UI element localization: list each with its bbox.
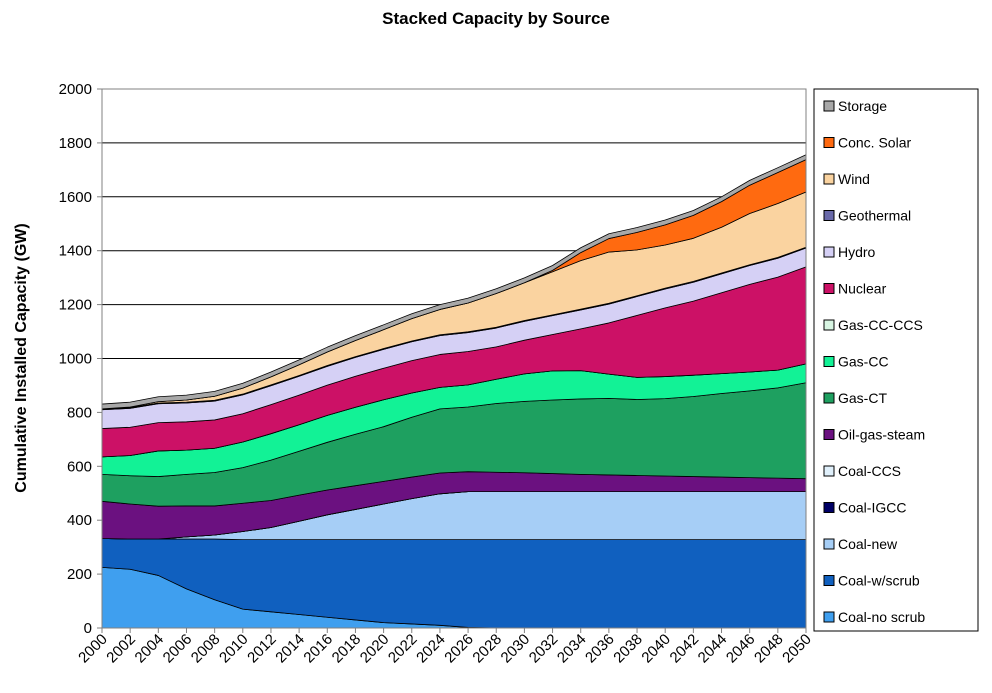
y-axis-label: Cumulative Installed Capacity (GW) (13, 223, 30, 492)
x-tick-label-2006: 2006 (160, 631, 196, 667)
legend-swatch-gas-ct (823, 392, 835, 404)
legend-label-storage: Storage (838, 98, 887, 114)
legend-swatch-coal-no-scrub (823, 611, 835, 623)
x-tick-label-2002: 2002 (103, 631, 139, 667)
y-tick-label-400: 400 (67, 512, 92, 529)
x-tick-label-2004: 2004 (132, 631, 168, 667)
legend-label-gas-cc: Gas-CC (838, 354, 889, 370)
legend-label-geothermal: Geothermal (838, 208, 911, 224)
x-tick-label-2034: 2034 (554, 631, 590, 667)
y-tick-label-2000: 2000 (59, 81, 92, 98)
y-tick-label-1200: 1200 (59, 297, 92, 314)
legend-swatch-oil-gas-steam (823, 429, 835, 440)
legend-label-gas-ct: Gas-CT (838, 390, 887, 406)
x-tick-label-2018: 2018 (329, 631, 365, 667)
y-tick-label-800: 800 (67, 404, 92, 421)
legend-label-nuclear: Nuclear (838, 281, 887, 297)
x-tick-label-2000: 2000 (75, 631, 111, 667)
x-tick-label-2038: 2038 (610, 631, 646, 667)
legend-swatch-nuclear (823, 283, 835, 294)
legend-label-coal-new: Coal-new (838, 536, 898, 552)
y-tick-label-200: 200 (67, 566, 92, 583)
legend-label-coal-ccs: Coal-CCS (838, 463, 901, 479)
x-tick-label-2012: 2012 (244, 631, 280, 667)
legend-swatch-coal-w-scrub (823, 575, 835, 586)
legend-box (813, 88, 979, 632)
legend-label-coal-w-scrub: Coal-w/scrub (838, 573, 920, 589)
legend-label-conc-solar: Conc. Solar (838, 135, 911, 151)
legend-swatch-storage (823, 100, 835, 112)
legend-label-oil-gas-steam: Oil-gas-steam (838, 427, 925, 443)
legend-swatch-conc-solar (823, 137, 835, 148)
x-tick-label-2010: 2010 (216, 631, 252, 667)
y-tick-label-0: 0 (84, 620, 92, 637)
x-axis-ticks: 2000200220042006200820102012201420162018… (75, 628, 815, 666)
y-tick-label-1600: 1600 (59, 189, 92, 206)
x-tick-label-2040: 2040 (638, 631, 674, 667)
x-tick-label-2048: 2048 (751, 631, 787, 667)
x-tick-label-2042: 2042 (667, 631, 703, 667)
y-tick-label-1000: 1000 (59, 351, 92, 368)
x-tick-label-2046: 2046 (723, 631, 759, 667)
y-axis-ticks: 0 200 400 600 800 1000 1200 1400 1600 1800 2000 (59, 81, 102, 637)
x-tick-label-2014: 2014 (272, 631, 308, 667)
x-tick-label-2026: 2026 (441, 631, 477, 667)
legend-label-wind: Wind (838, 171, 870, 187)
legend-swatch-geothermal (823, 210, 835, 221)
chart-title: Stacked Capacity by Source (382, 9, 610, 28)
area-series-group (101, 154, 807, 629)
x-tick-label-2024: 2024 (413, 631, 449, 667)
x-tick-label-2020: 2020 (357, 631, 393, 667)
x-tick-label-2050: 2050 (779, 631, 815, 667)
x-tick-label-2008: 2008 (188, 631, 224, 667)
legend-label-hydro: Hydro (838, 244, 876, 260)
legend-swatch-coal-igcc (823, 502, 835, 513)
legend: Storage Conc. Solar Wind Geothermal Hydro Nuc… (823, 98, 925, 625)
x-tick-label-2044: 2044 (695, 631, 731, 667)
legend-label-gas-cc-ccs: Gas-CC-CCS (838, 317, 923, 333)
x-tick-label-2028: 2028 (469, 631, 505, 667)
x-tick-label-2030: 2030 (498, 631, 534, 667)
legend-swatch-gas-cc (823, 356, 835, 367)
legend-label-coal-igcc: Coal-IGCC (838, 500, 906, 516)
x-tick-label-2016: 2016 (300, 631, 336, 667)
legend-label-coal-no-scrub: Coal-no scrub (838, 609, 925, 625)
legend-swatch-hydro (823, 246, 835, 258)
y-tick-label-600: 600 (67, 458, 92, 475)
y-tick-label-1800: 1800 (59, 135, 92, 152)
legend-swatch-wind (823, 173, 835, 185)
y-tick-label-1400: 1400 (59, 243, 92, 260)
legend-swatch-coal-ccs (823, 465, 835, 477)
legend-swatch-gas-cc-ccs (823, 319, 835, 331)
x-tick-label-2036: 2036 (582, 631, 618, 667)
x-tick-label-2032: 2032 (526, 631, 562, 667)
x-tick-label-2022: 2022 (385, 631, 421, 667)
legend-swatch-coal-new (823, 538, 835, 550)
